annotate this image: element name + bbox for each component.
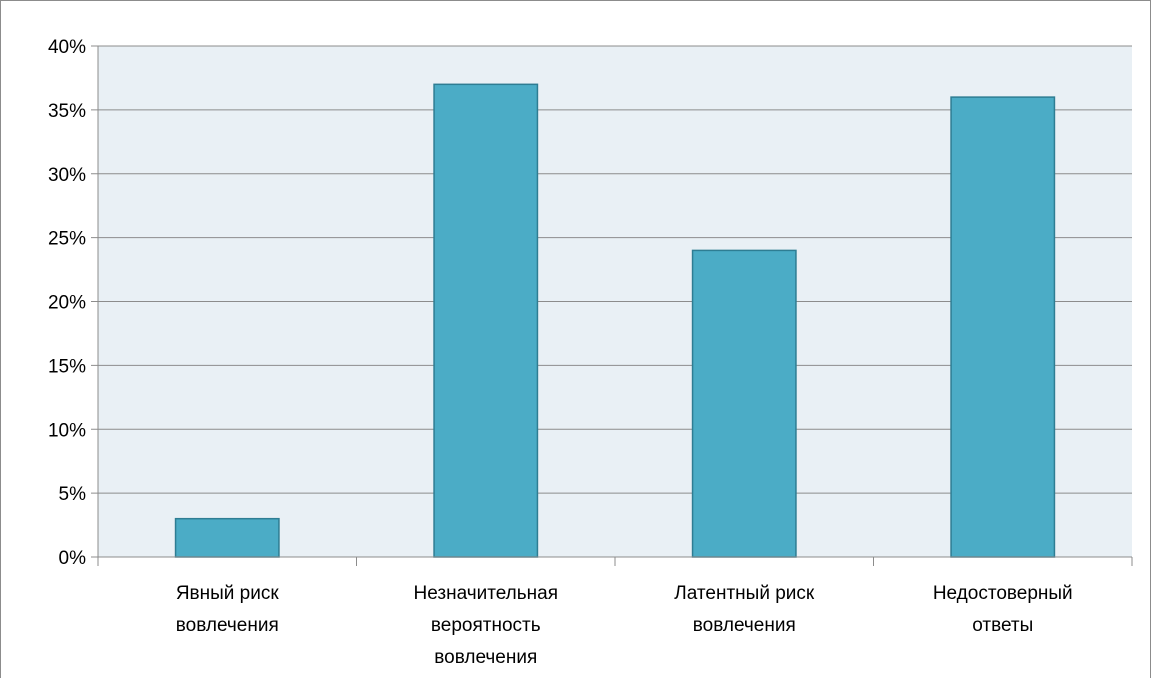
y-tick-label: 40% [48, 37, 86, 58]
x-category-label: Незначительная [414, 583, 559, 604]
y-tick-label: 15% [48, 356, 86, 377]
x-category-labels: Явный риск вовлечения Незначительная вероят… [176, 583, 1073, 668]
axes [97, 46, 1133, 566]
y-tick-label: 20% [48, 293, 86, 314]
y-tick-label: 25% [48, 229, 86, 250]
x-category-label: вовлечения [693, 615, 796, 636]
bar [174, 517, 280, 558]
x-category-label: Недостоверный [933, 583, 1073, 604]
y-tick-label: 35% [48, 101, 86, 122]
y-tick-label: 30% [48, 165, 86, 186]
x-category-label: ответы [972, 615, 1033, 636]
y-tick-label: 5% [59, 484, 87, 505]
x-category-label: вовлечения [434, 647, 537, 668]
x-category-label: вероятность [431, 615, 541, 636]
y-tick-label: 0% [59, 548, 87, 569]
x-category-label: Латентный риск [674, 583, 815, 604]
bars [174, 83, 1056, 558]
bar [433, 83, 539, 558]
x-category-label: Явный риск [176, 583, 280, 604]
y-tick-labels: 0% 5% 10% 15% 20% 25% 30% 35% 40% [48, 37, 86, 569]
bar [950, 96, 1056, 558]
y-tick-label: 10% [48, 420, 86, 441]
bar [691, 249, 797, 558]
x-category-label: вовлечения [176, 615, 279, 636]
